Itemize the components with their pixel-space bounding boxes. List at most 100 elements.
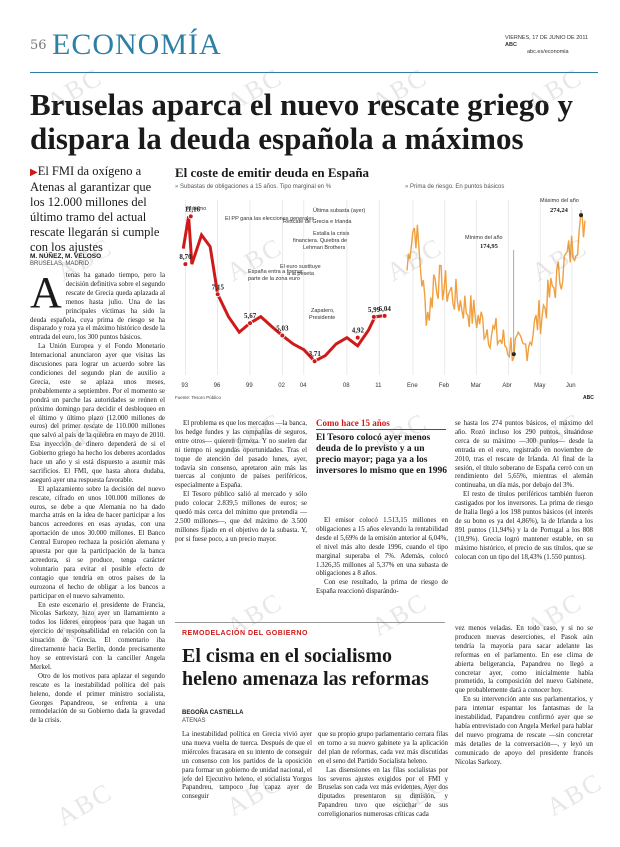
yield-point-label: 7,15: [212, 283, 225, 291]
top-rule: [30, 72, 598, 73]
left-x-tick: 08: [343, 383, 350, 389]
article-column-2: El problema es que los mercados —la banc…: [175, 420, 307, 545]
paragraph: Las disensiones en las filas socialistas…: [318, 766, 448, 819]
paragraph: tenas ha ganado tiempo, pero la decisión…: [30, 272, 165, 342]
annotation-euro-2: a la peseta: [287, 271, 315, 277]
max-value-label: 274,24: [550, 207, 569, 214]
chart-title: El coste de emitir deuda en España: [175, 165, 370, 180]
annotation-crisis-3: Lehman Brothers: [303, 245, 345, 251]
left-x-tick: 02: [278, 383, 285, 389]
yield-point-label: 11,16: [185, 205, 201, 213]
section-title: ECONOMÍA: [52, 28, 222, 61]
paragraph: El Tesoro público salió al mercado y sól…: [175, 491, 307, 543]
max-annotation: Máximo del año: [540, 198, 579, 204]
yield-point-label: 5,67: [244, 312, 257, 320]
right-x-tick: May: [534, 383, 545, 389]
box-rule: [316, 429, 446, 430]
yield-point: [247, 320, 253, 326]
box-text: El emisor colocó 1.513,15 millones en ob…: [316, 517, 448, 597]
left-x-tick: 11: [375, 383, 382, 389]
yield-point: [182, 261, 189, 267]
byline-authors: M. NÚÑEZ, M. VELOSO: [30, 253, 102, 260]
left-x-tick: 04: [300, 383, 307, 389]
yield-point: [311, 358, 318, 364]
min-annotation: Mínimo del año: [465, 235, 503, 241]
paragraph: La inestabilidad política en Grecia vivi…: [182, 731, 312, 801]
yield-point: [279, 332, 286, 339]
right-x-tick: Ene: [407, 383, 418, 389]
yield-point: [214, 291, 221, 298]
paragraph: El problema es que los mercados —la banc…: [175, 420, 307, 490]
yield-point-label: 6,04: [379, 305, 392, 313]
paragraph: El resto de títulos periféricos también …: [455, 491, 593, 561]
annotation-zapatero-1: Zapatero,: [311, 308, 335, 314]
main-headline: Bruselas aparca el nuevo rescate griego …: [30, 87, 573, 156]
right-x-tick: Feb: [439, 383, 450, 389]
right-x-tick: Mar: [471, 383, 481, 389]
article2-author: BEGOÑA CASTIELLA: [182, 710, 244, 716]
annotation-maximo: Máximo: [187, 206, 206, 212]
box-title: El Tesoro colocó ayer menos deuda de lo …: [316, 433, 447, 476]
chart-svg: 11,16 8,70 7,15 5,67 5,03 3,71 4,92 5,996,04 Mí…: [179, 198, 586, 389]
article2-place: ATENAS: [182, 718, 206, 724]
watermark: ABC: [541, 767, 608, 822]
annotation-pp: El PP gana las elecciones generales: [225, 216, 314, 222]
right-x-tick: Abr: [502, 383, 511, 389]
article2-column-3: vez menos veladas. En todo caso, y si no…: [455, 625, 593, 768]
chart-subtitle-right: » Prima de riesgo. En puntos básicos: [405, 184, 505, 190]
annotation-euro-1: El euro sustituye: [280, 264, 321, 270]
annotation-rescate: Rescate de Grecia e Irlanda: [283, 219, 352, 225]
annotation-entra-2: parte de la zona euro: [248, 276, 300, 282]
yield-point: [187, 213, 194, 220]
box-kicker: Como hace 15 años: [316, 418, 390, 428]
paragraph: La Unión Europea y el Fondo Monetario In…: [30, 343, 165, 484]
yield-point: [371, 314, 377, 320]
paragraph: se hasta los 274 puntos básicos, el máxi…: [455, 420, 593, 490]
yield-point-label: 5,03: [276, 325, 289, 333]
yield-point-label: 4,92: [352, 327, 365, 335]
chart-source: Fuente: Tesoro Público: [175, 395, 221, 400]
article-column-4: se hasta los 274 puntos básicos, el máxi…: [455, 420, 593, 563]
chart-subtitle-left: » Subastas de obligaciones a 15 años. Ti…: [175, 184, 332, 190]
section-rule: [175, 622, 445, 623]
paragraph: que su propio grupo parlamentario cerrar…: [318, 731, 448, 765]
left-x-tick: 99: [246, 383, 253, 389]
article-column-1: A tenas ha ganado tiempo, pero la decisi…: [30, 268, 165, 726]
annotation-crisis-2: financiera. Quiebra de: [293, 238, 347, 244]
paragraph: En este escenario el presidente de Franc…: [30, 601, 165, 671]
left-x-tick: 96: [214, 383, 221, 389]
annotation-zapatero-2: Presidente: [309, 315, 335, 321]
date: VIERNES, 17 DE JUNIO DE 2011: [505, 35, 589, 41]
paper-name: ABC: [505, 42, 517, 48]
triangle-bullet-icon: ▶: [30, 167, 38, 178]
subheadline: ▶El FMI da oxígeno a Atenas al garantiza…: [30, 164, 165, 255]
section-url: abc.es/economia: [527, 49, 569, 55]
paragraph: vez menos veladas. En todo caso, y si no…: [455, 625, 593, 695]
yield-series-line: [181, 216, 383, 364]
yield-point: [381, 313, 388, 319]
dropcap: A: [30, 268, 62, 317]
annotation-crisis-1: Estalla la crisis: [313, 231, 350, 237]
article2-column-2: que su propio grupo parlamentario cerrar…: [318, 731, 448, 820]
min-value-label: 174,95: [480, 243, 499, 250]
watermark: ABC: [51, 777, 118, 832]
subhead-text: El FMI da oxígeno a Atenas al garantizar…: [30, 164, 160, 254]
yield-point-label: 5,99: [368, 306, 381, 314]
paragraph: En su intervención ante sus parlamentari…: [455, 696, 593, 766]
paragraph: El aplazamiento sobre la decisión del nu…: [30, 485, 165, 600]
annotation-ultima-subasta: Última subasta (ayer): [313, 207, 365, 214]
paragraph: Con ese resultado, la prima de riesgo de…: [316, 579, 448, 596]
left-x-tick: 93: [181, 383, 188, 389]
yield-point-label: 3,71: [309, 350, 322, 358]
chart-brand: ABC: [583, 395, 594, 401]
annotation-entra-1: España entra a formar: [248, 269, 303, 275]
page-number: 56: [30, 38, 47, 53]
paragraph: Otro de los motivos para aplazar el segu…: [30, 672, 165, 725]
article2-column-1: La inestabilidad política en Grecia vivi…: [182, 731, 312, 802]
risk-premium-series-line: [406, 212, 586, 362]
right-x-tick: Jun: [566, 383, 576, 389]
article2-headline: El cisma en el socialismo heleno amenaza…: [182, 645, 429, 690]
dateline: VIERNES, 17 DE JUNIO DE 2011 ABC abc.es/…: [505, 35, 600, 56]
yield-point-label: 8,70: [179, 253, 192, 261]
article2-kicker: REMODELACIÓN DEL GOBIERNO: [182, 630, 308, 637]
